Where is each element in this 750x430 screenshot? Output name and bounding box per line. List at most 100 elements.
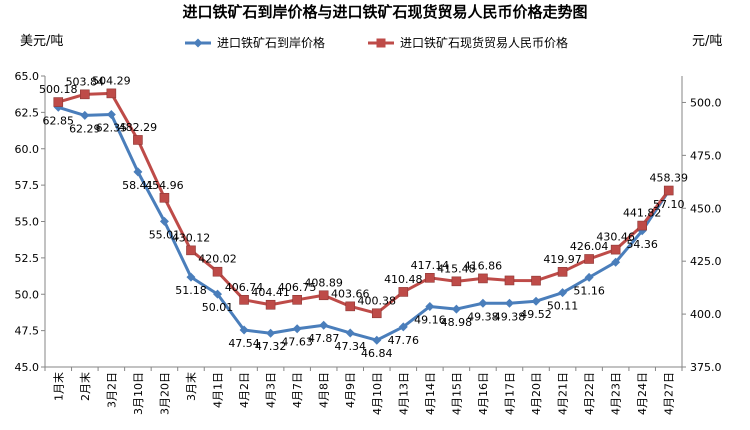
data-label: 441.82 — [623, 207, 662, 220]
data-label: 55.01 — [149, 228, 181, 241]
x-tick-label: 4月23日 — [610, 372, 623, 415]
data-label: 419.97 — [543, 253, 582, 266]
data-point — [637, 220, 647, 231]
data-point — [425, 273, 435, 283]
x-tick-label: 1月末 — [51, 372, 65, 401]
data-label: 408.89 — [304, 276, 343, 289]
x-tick-label: 4月21日 — [557, 372, 570, 415]
data-label: 406.75 — [278, 281, 317, 294]
data-label: 482.29 — [119, 121, 158, 134]
data-label: 430.12 — [172, 231, 211, 244]
data-point — [292, 295, 302, 305]
series-layer — [53, 88, 674, 345]
data-point — [133, 167, 143, 177]
data-label: 417.14 — [411, 259, 450, 272]
x-tick-label: 3月20日 — [158, 372, 171, 415]
right-tick-label: 500.0 — [690, 96, 722, 109]
data-point — [398, 322, 408, 332]
x-tick-label: 4月17日 — [503, 372, 516, 415]
data-label: 454.96 — [145, 179, 184, 192]
x-tick-label: 4月2日 — [238, 372, 251, 408]
x-tick-label: 4月22日 — [583, 372, 596, 415]
data-point — [478, 273, 488, 284]
x-tick-label: 4月20日 — [530, 372, 543, 415]
data-point — [239, 295, 249, 305]
right-tick-label: 425.0 — [690, 255, 722, 268]
left-tick-label: 50.0 — [15, 288, 40, 301]
data-point — [371, 308, 382, 319]
data-label: 62.35 — [96, 122, 128, 135]
data-label: 410.48 — [384, 273, 423, 286]
x-tick-label: 4月16日 — [477, 372, 490, 415]
data-label: 458.39 — [649, 172, 688, 185]
data-label: 62.85 — [43, 114, 75, 127]
left-tick-label: 52.5 — [15, 252, 40, 265]
data-label: 47.87 — [308, 332, 340, 345]
data-label: 406.74 — [225, 281, 264, 294]
data-label: 49.38 — [467, 310, 499, 323]
x-tick-label: 4月1日 — [212, 372, 225, 408]
data-label: 50.11 — [547, 300, 579, 313]
data-label: 420.02 — [198, 253, 237, 266]
data-label: 500.18 — [39, 83, 78, 96]
data-point — [610, 244, 621, 255]
data-point — [663, 185, 674, 196]
left-axis-unit: 美元/吨 — [20, 34, 63, 49]
x-tick-label: 3月末 — [184, 372, 198, 401]
legend-label: 进口铁矿石现货贸易人民币价格 — [400, 35, 568, 50]
data-point — [159, 192, 170, 203]
data-point — [451, 304, 461, 314]
x-tick-label: 3月2日 — [105, 372, 118, 408]
data-point — [425, 301, 435, 311]
data-label: 54.36 — [626, 238, 658, 251]
data-label: 403.66 — [331, 287, 370, 300]
x-tick-label: 4月24日 — [636, 372, 649, 415]
data-label: 49.16 — [414, 313, 446, 326]
left-tick-label: 65.0 — [15, 70, 40, 83]
data-label: 46.84 — [361, 347, 393, 360]
data-label: 49.52 — [520, 308, 552, 321]
data-point — [584, 254, 594, 264]
data-point — [504, 275, 515, 286]
data-point — [133, 135, 143, 145]
data-point — [478, 298, 488, 308]
data-label: 51.16 — [573, 284, 605, 297]
right-tick-label: 450.0 — [690, 202, 722, 215]
x-tick-label: 4月8日 — [318, 372, 331, 408]
left-tick-label: 62.5 — [15, 106, 40, 119]
data-point — [106, 110, 116, 120]
x-tick-label: 4月3日 — [265, 372, 278, 408]
axes: 45.0 47.5 50.0 52.5 55.0 57.5 60.0 62.5 65.0 375.… — [15, 70, 722, 415]
data-label: 426.04 — [570, 240, 609, 253]
data-label: 58.41 — [122, 179, 154, 192]
data-label: 400.38 — [358, 294, 397, 307]
data-point — [265, 299, 276, 310]
x-tick-label: 4月10日 — [371, 372, 384, 415]
chart-title: 进口铁矿石到岸价格与进口铁矿石现货贸易人民币价格走势图 — [182, 3, 587, 21]
x-tick-label: 4月7日 — [291, 372, 304, 408]
x-tick-label: 4月27日 — [663, 372, 676, 415]
right-tick-label: 400.0 — [690, 308, 722, 321]
data-label: 51.18 — [175, 284, 207, 297]
data-point — [159, 216, 169, 226]
legend-marker — [376, 38, 386, 48]
data-point — [531, 296, 541, 306]
data-point — [80, 89, 90, 100]
right-axis-unit: 元/吨 — [692, 34, 722, 49]
data-point — [451, 276, 462, 287]
left-tick-label: 47.5 — [15, 325, 40, 338]
series-line — [57, 105, 670, 342]
right-tick-label: 375.0 — [690, 361, 722, 374]
data-point — [558, 288, 568, 298]
data-point — [584, 272, 594, 282]
data-point — [239, 325, 249, 335]
x-tick-label: 4月14日 — [424, 372, 437, 415]
data-point — [186, 245, 196, 256]
left-tick-label: 55.0 — [15, 216, 40, 229]
data-point — [345, 301, 356, 312]
legend-marker — [193, 38, 203, 48]
data-label: 47.32 — [255, 340, 287, 353]
data-point — [611, 257, 621, 267]
left-tick-label: 45.0 — [15, 361, 40, 374]
